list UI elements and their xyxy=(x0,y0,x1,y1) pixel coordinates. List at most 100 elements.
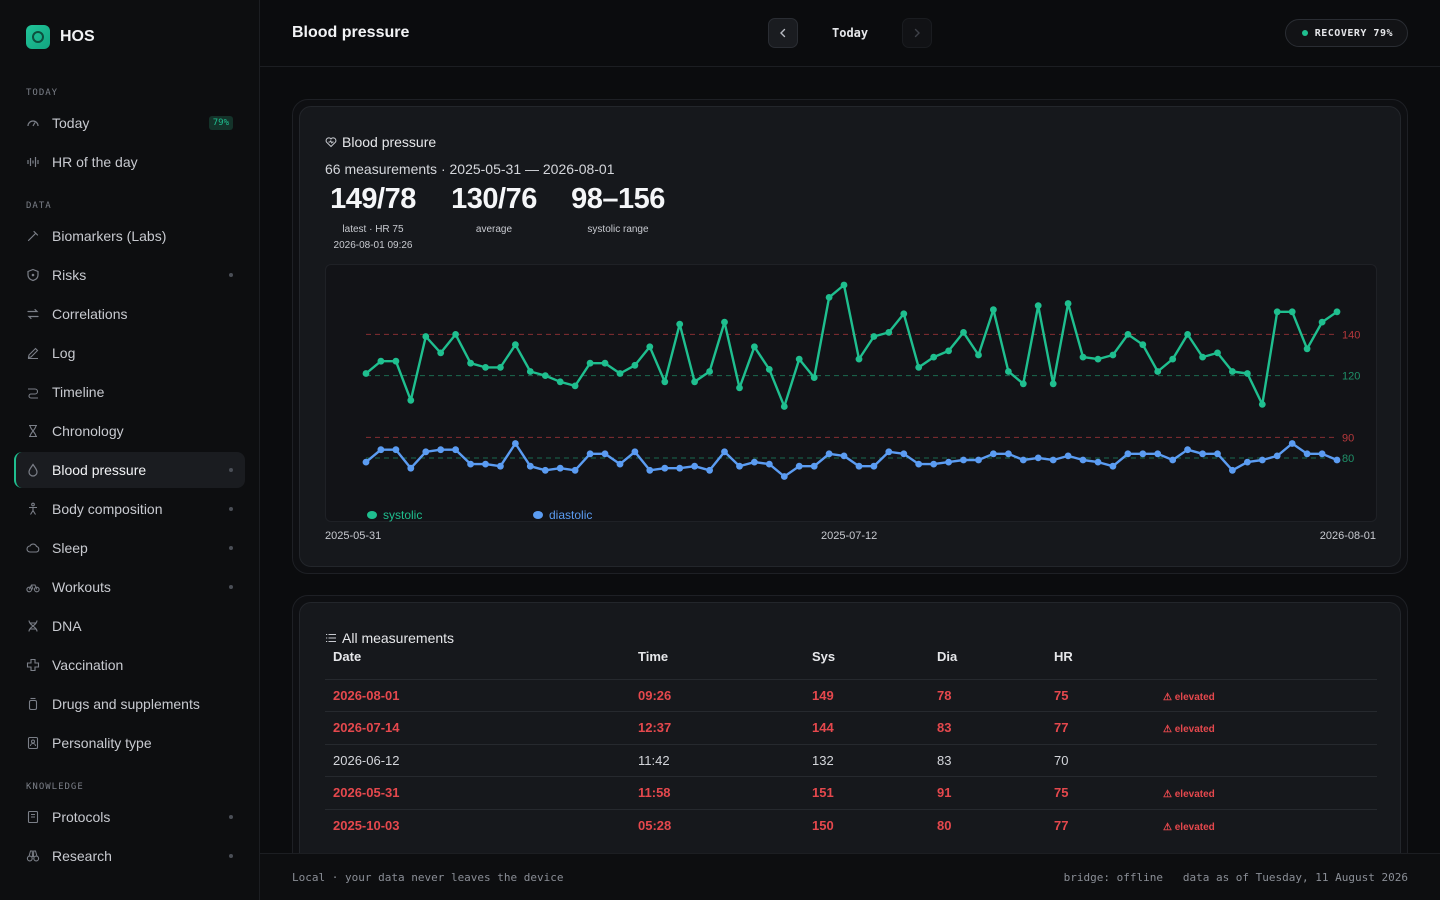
diastolic-point-63 xyxy=(1303,450,1311,458)
sidebar-item-body-composition[interactable]: Body composition xyxy=(14,491,245,527)
sidebar-item-chronology[interactable]: Chronology xyxy=(14,413,245,449)
sidebar-item-blood-pressure[interactable]: Blood pressure xyxy=(14,452,245,488)
x-tick-mid: 2025-07-12 xyxy=(821,530,878,542)
sidebar-item-dna[interactable]: DNA xyxy=(14,608,245,644)
chevron-right-icon xyxy=(914,28,920,38)
binoculars-icon xyxy=(26,849,40,863)
diastolic-point-46 xyxy=(1049,456,1057,464)
systolic-point-42 xyxy=(990,306,997,314)
cell-flag: ⚠ elevated xyxy=(1155,776,1377,809)
cell-sys: 132 xyxy=(804,743,929,777)
reference-label-120: 120 xyxy=(1342,371,1360,383)
stat-latest-timestamp: 2026-08-01 09:26 xyxy=(333,240,413,251)
table-row[interactable]: 2026-08-01 09:26 149 78 75 ⚠ elevated xyxy=(325,678,1377,712)
sidebar-item-hr-of-the-day[interactable]: HR of the day xyxy=(14,144,245,180)
sidebar-item-biomarkers-labs[interactable]: Biomarkers (Labs) xyxy=(14,218,245,254)
sidebar-item-log[interactable]: Log xyxy=(14,335,245,371)
systolic-point-32 xyxy=(840,281,848,289)
diastolic-point-5 xyxy=(437,446,445,454)
table-row[interactable]: 2026-05-31 11:58 151 91 75 ⚠ elevated xyxy=(325,776,1377,809)
systolic-point-57 xyxy=(1214,349,1221,357)
bridge-status: bridge: offline xyxy=(1063,871,1163,884)
sidebar-item-correlations[interactable]: Correlations xyxy=(14,296,245,332)
sidebar-item-research[interactable]: Research xyxy=(14,838,245,874)
sidebar-item-label: Correlations xyxy=(52,306,128,322)
sidebar-item-label: DNA xyxy=(52,618,82,634)
brand[interactable]: HOS xyxy=(26,25,95,49)
sidebar-item-workouts[interactable]: Workouts xyxy=(14,569,245,605)
column-header-time[interactable]: Time xyxy=(638,649,669,664)
blood-pressure-card-inner: Blood pressure 66 measurements · 2025-05… xyxy=(299,106,1401,567)
sidebar-item-risks[interactable]: Risks xyxy=(14,257,245,293)
systolic-point-21 xyxy=(676,320,684,328)
recovery-badge[interactable]: RECOVERY 79% xyxy=(1284,19,1408,47)
systolic-point-26 xyxy=(751,343,758,351)
diastolic-point-10 xyxy=(512,440,519,447)
sidebar-item-label: Workouts xyxy=(52,579,111,595)
systolic-point-2 xyxy=(392,357,400,365)
systolic-point-44 xyxy=(1019,380,1027,388)
sidebar-item-label: Personality type xyxy=(52,735,152,751)
cell-hr: 75 xyxy=(1046,776,1155,809)
diastolic-point-45 xyxy=(1034,454,1042,462)
sidebar-item-label: Body composition xyxy=(52,501,163,517)
sidebar-item-label: Protocols xyxy=(52,809,111,825)
column-header-hr[interactable]: HR xyxy=(1054,649,1073,664)
list-icon xyxy=(326,634,336,642)
cell-time: 11:42 xyxy=(630,743,804,777)
diastolic-point-51 xyxy=(1124,450,1132,458)
sidebar-item-personality-type[interactable]: Personality type xyxy=(14,725,245,761)
indicator-dot-icon xyxy=(229,273,233,277)
systolic-point-56 xyxy=(1199,353,1206,361)
diastolic-point-13 xyxy=(556,464,564,472)
indicator-dot-icon xyxy=(229,815,233,819)
table-row[interactable]: 2026-07-14 12:37 144 83 77 ⚠ elevated xyxy=(325,711,1377,744)
previous-day-button[interactable] xyxy=(768,18,798,48)
sidebar-item-timeline[interactable]: Timeline xyxy=(14,374,245,410)
column-header-date[interactable]: Date xyxy=(333,649,362,664)
column-header-sys[interactable]: Sys xyxy=(812,649,836,664)
systolic-point-43 xyxy=(1005,368,1012,375)
diastolic-point-36 xyxy=(900,450,908,458)
table-row[interactable]: 2025-10-03 05:28 150 80 77 ⚠ elevated xyxy=(325,808,1377,842)
systolic-point-5 xyxy=(437,349,445,357)
elevated-label: elevated xyxy=(1174,691,1215,703)
sidebar-item-label: Sleep xyxy=(52,540,88,556)
sidebar-item-label: Timeline xyxy=(52,384,105,400)
sidebar-item-vaccination[interactable]: Vaccination xyxy=(14,647,245,683)
diastolic-point-4 xyxy=(422,448,430,456)
diastolic-point-7 xyxy=(467,460,474,468)
stat-average: 130/76 average xyxy=(445,183,543,238)
stat-systolic-range: 98–156 systolic range xyxy=(567,183,669,238)
cell-date: 2026-06-12 xyxy=(325,743,630,777)
table-header-row: Date Time Sys Dia HR xyxy=(325,649,1377,679)
diastolic-point-31 xyxy=(825,450,833,458)
table-row[interactable]: 2026-06-12 11:42 132 83 70 xyxy=(325,743,1377,777)
cell-flag xyxy=(1155,743,1377,777)
sidebar-item-today[interactable]: Today 79% xyxy=(14,105,245,141)
systolic-point-41 xyxy=(975,351,982,359)
elevated-label: elevated xyxy=(1174,789,1215,801)
sidebar-item-protocols[interactable]: Protocols xyxy=(14,799,245,835)
cell-date: 2026-05-31 xyxy=(325,776,630,809)
card-title-text: Blood pressure xyxy=(342,134,437,150)
systolic-point-49 xyxy=(1094,355,1102,363)
diastolic-point-58 xyxy=(1229,466,1236,474)
diastolic-point-3 xyxy=(407,464,415,472)
diastolic-point-28 xyxy=(780,473,788,480)
sidebar-item-label: Chronology xyxy=(52,423,124,439)
next-day-button[interactable] xyxy=(902,18,932,48)
column-header-dia[interactable]: Dia xyxy=(937,649,958,664)
droplet-icon xyxy=(26,463,40,477)
cell-hr: 70 xyxy=(1046,743,1155,777)
systolic-point-63 xyxy=(1303,345,1311,353)
systolic-point-55 xyxy=(1184,331,1191,338)
cell-dia: 78 xyxy=(929,678,1046,712)
cell-dia: 83 xyxy=(929,711,1046,744)
elevated-badge: ⚠ elevated xyxy=(1163,822,1215,833)
privacy-note: Local · your data never leaves the devic… xyxy=(292,871,564,884)
measurements-card-inner: All measurements Date Time Sys Dia HR 20… xyxy=(299,602,1401,900)
systolic-point-54 xyxy=(1169,355,1177,363)
sidebar-item-sleep[interactable]: Sleep xyxy=(14,530,245,566)
sidebar-item-drugs-and-supplements[interactable]: Drugs and supplements xyxy=(14,686,245,722)
